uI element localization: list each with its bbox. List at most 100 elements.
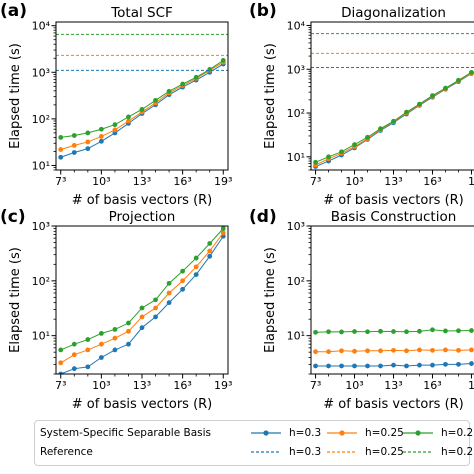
data-point bbox=[378, 348, 383, 354]
data-point bbox=[58, 360, 64, 366]
data-point bbox=[365, 363, 370, 369]
data-point bbox=[469, 361, 474, 366]
y-tick-label: 10³ bbox=[32, 220, 50, 233]
data-point bbox=[469, 347, 474, 353]
plot-frame bbox=[310, 225, 474, 375]
legend-text: h=0.25 bbox=[365, 446, 404, 458]
data-point bbox=[180, 278, 186, 284]
data-point bbox=[365, 348, 370, 354]
data-point bbox=[112, 335, 118, 341]
panel-letter: (c) bbox=[0, 207, 26, 227]
data-point bbox=[443, 328, 448, 334]
y-tick-label: 10⁴ bbox=[287, 19, 306, 32]
data-point bbox=[126, 114, 131, 120]
data-point bbox=[71, 352, 77, 358]
data-point bbox=[85, 146, 91, 152]
series-h025-marker bbox=[58, 59, 226, 152]
legend-text: h=0.2 bbox=[441, 446, 474, 458]
data-point bbox=[71, 150, 77, 155]
y-axis-label: Elapsed time (s) bbox=[263, 247, 278, 353]
x-tick-label: 13³ bbox=[133, 175, 151, 188]
x-tick-label: 1 bbox=[468, 379, 474, 392]
data-point bbox=[180, 268, 186, 274]
plot-frame bbox=[310, 21, 474, 171]
data-point bbox=[58, 347, 64, 353]
y-tick-label: 10² bbox=[287, 107, 305, 120]
x-tick-label: 13³ bbox=[384, 175, 402, 188]
data-point bbox=[166, 88, 172, 94]
data-point bbox=[139, 314, 145, 320]
data-point bbox=[220, 226, 226, 231]
data-point bbox=[126, 341, 131, 347]
panel-d: 10¹ 10² 10³ 7³ 10³ 13³ 16³ 1 Basis Construction #… bbox=[249, 207, 474, 412]
data-point bbox=[430, 347, 435, 353]
panel-letter: (d) bbox=[249, 207, 277, 227]
data-point bbox=[71, 133, 77, 138]
x-tick-label: 16³ bbox=[423, 175, 441, 188]
data-point bbox=[207, 241, 213, 246]
data-point bbox=[98, 126, 104, 132]
data-point bbox=[58, 371, 64, 374]
data-point bbox=[339, 348, 344, 354]
data-point bbox=[139, 106, 145, 112]
series-h025-marker bbox=[313, 347, 474, 355]
y-tick-label: 10² bbox=[287, 275, 305, 288]
y-axis-label: Elapsed time (s) bbox=[8, 247, 23, 353]
data-point bbox=[404, 329, 409, 335]
data-point bbox=[71, 142, 77, 148]
data-point bbox=[98, 331, 104, 336]
data-point bbox=[153, 97, 158, 103]
data-point bbox=[391, 329, 396, 334]
data-point bbox=[326, 329, 331, 335]
data-point bbox=[153, 305, 158, 311]
data-point bbox=[71, 341, 77, 347]
data-point bbox=[469, 69, 474, 75]
data-point bbox=[352, 142, 357, 148]
data-point bbox=[365, 329, 370, 335]
data-point bbox=[58, 154, 64, 160]
data-point bbox=[85, 130, 91, 136]
data-point bbox=[456, 328, 461, 334]
data-point bbox=[339, 363, 344, 369]
x-tick-label: 10³ bbox=[92, 175, 110, 188]
panel-title: Total SCF bbox=[110, 5, 173, 21]
y-tick-label: 10¹ bbox=[32, 159, 50, 172]
legend-row-method: System-Specific Separable Basis h=0.3 h=… bbox=[35, 424, 473, 444]
y-tick-label: 10¹ bbox=[287, 151, 305, 164]
data-point bbox=[153, 297, 158, 303]
y-tick-label: 10¹ bbox=[287, 330, 305, 343]
legend-entry-method-h03: h=0.3 bbox=[249, 424, 359, 444]
data-point bbox=[430, 93, 435, 99]
data-point bbox=[139, 305, 145, 311]
panel-letter: (a) bbox=[0, 1, 27, 21]
data-point bbox=[193, 264, 199, 270]
data-point bbox=[313, 159, 318, 165]
x-tick-label: 7³ bbox=[55, 379, 66, 392]
data-point bbox=[166, 280, 172, 286]
data-point bbox=[404, 348, 409, 354]
data-point bbox=[404, 109, 409, 115]
panel-letter: (b) bbox=[249, 1, 277, 21]
data-point bbox=[85, 139, 91, 145]
y-tick-label: 10² bbox=[32, 113, 50, 126]
legend-swatch-marker bbox=[327, 430, 357, 436]
y-axis-label: Elapsed time (s) bbox=[263, 43, 278, 149]
data-point bbox=[352, 329, 357, 334]
data-point bbox=[417, 347, 422, 353]
series-h025-marker bbox=[58, 230, 226, 366]
x-tick-label: 16³ bbox=[173, 175, 191, 188]
x-tick-label: 19³ bbox=[214, 379, 232, 392]
data-point bbox=[58, 135, 64, 140]
series-h02-marker bbox=[313, 327, 474, 335]
x-axis-label: # of basis vectors (R) bbox=[323, 397, 464, 412]
x-axis-label: # of basis vectors (R) bbox=[72, 397, 213, 412]
y-tick-label: 10³ bbox=[287, 220, 305, 233]
data-point bbox=[339, 149, 344, 155]
panel-a: 10¹ 10² 10³ 10⁴ 7³ 10³ 13³ 16³ 19³ Total SCF # of … bbox=[0, 1, 232, 208]
data-point bbox=[71, 366, 77, 372]
panel-b: 10¹ 10² 10³ 10⁴ 7³ 10³ 13³ 16³ 1 Diagonalization #… bbox=[249, 1, 474, 208]
legend-row-reference: Reference h=0.3 h=0.25 h=0.2 bbox=[35, 443, 473, 463]
y-axis-label: Elapsed time (s) bbox=[8, 43, 23, 149]
data-point bbox=[365, 134, 370, 140]
legend-text: h=0.25 bbox=[365, 427, 404, 439]
